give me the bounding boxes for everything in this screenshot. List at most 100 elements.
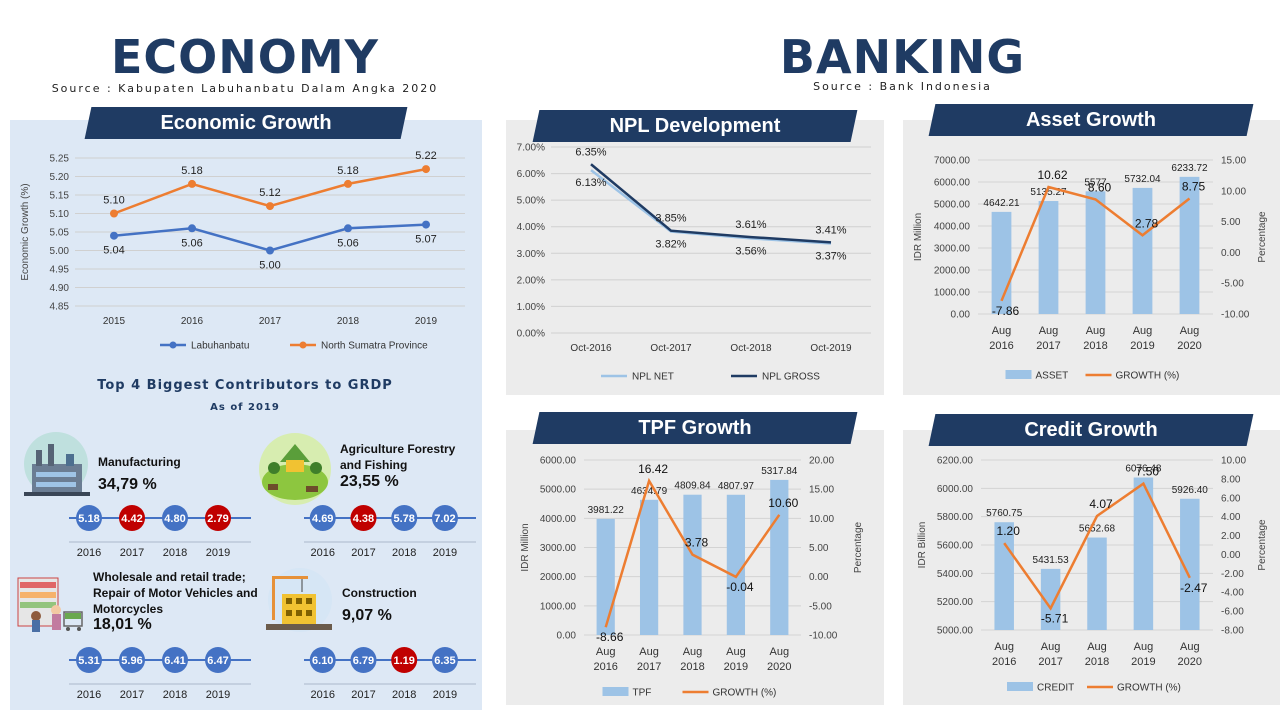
npl-ytick-label: 6.00% (517, 169, 545, 180)
economic_growth-point (344, 224, 352, 233)
tpf-growth-label: 3.78 (685, 536, 709, 550)
asset-ytick-label: 7000.00 (934, 156, 971, 167)
credit-growth-label: 4.07 (1089, 497, 1113, 511)
credit-ytick-label: 5200.00 (937, 597, 974, 608)
tpf-bar (596, 518, 615, 635)
credit-chart: 5000.00 5200.00 5400.00 5600.00 5800.00 6000.… (917, 456, 1268, 694)
economic_growth-data-label: 5.12 (259, 187, 280, 199)
tpf-y2tick-label: -5.00 (809, 601, 832, 612)
credit-y2tick-label: -8.00 (1221, 626, 1244, 637)
asset-bar (1085, 191, 1106, 314)
trend-value: 5.18 (78, 513, 99, 525)
npl-data-label: 3.82% (655, 238, 686, 250)
asset-y2tick-label: 5.00 (1221, 217, 1241, 228)
trend-year: 2016 (310, 689, 334, 701)
asset-bar (1132, 187, 1153, 314)
tpf-bar (639, 499, 659, 635)
credit-xtick-label: Aug (1134, 641, 1154, 653)
economic_growth-ytick-label: 5.05 (50, 228, 70, 239)
economic_growth-data-label: 5.18 (337, 165, 358, 177)
tpf-xtick-label: Aug (770, 646, 790, 658)
asset-ylabel: IDR Million (913, 213, 924, 261)
economic_growth-point (266, 246, 274, 255)
credit-bar (1133, 477, 1154, 630)
credit-y2tick-label: 4.00 (1221, 512, 1241, 523)
credit-y2tick-label: 10.00 (1221, 456, 1246, 467)
sector-pct-manufacturing: 34,79 % (98, 476, 157, 493)
asset-xtick-label: 2016 (989, 340, 1013, 352)
asset-xtick-label: Aug (1039, 325, 1059, 337)
asset-bar (1038, 201, 1059, 314)
construction-icon (266, 568, 332, 632)
farm-icon (259, 433, 331, 505)
economic_growth-ylabel: Economic Growth (%) (20, 183, 31, 280)
asset-y2tick-label: 10.00 (1221, 186, 1246, 197)
economy-title: ECONOMY (111, 30, 379, 84)
trend-value: 6.41 (164, 655, 185, 667)
credit-bar-label: 5431.53 (1033, 555, 1070, 566)
trend-year: 2017 (120, 547, 144, 559)
npl-ytick-label: 5.00% (517, 196, 545, 207)
tpf-bar (726, 494, 746, 635)
credit-y2tick-label: 8.00 (1221, 474, 1241, 485)
trend-dot (76, 505, 102, 531)
asset-growth-label: 8.75 (1182, 180, 1206, 194)
economic_growth-point (422, 220, 430, 229)
economic-growth-heading: Economic Growth (160, 111, 332, 134)
trend-year: 2019 (206, 689, 230, 701)
economic_growth-ytick-label: 4.95 (50, 265, 70, 276)
tpf-y2tick-label: 0.00 (809, 572, 829, 583)
shop-icon (17, 577, 83, 632)
credit-banner: Credit Growth (928, 414, 1254, 446)
asset-banner: Asset Growth (928, 104, 1254, 136)
tpf-legend-label: GROWTH (%) (713, 688, 777, 699)
npl-ytick-label: 3.00% (517, 249, 545, 260)
trend-dot (162, 647, 188, 673)
tpf-y2label: Percentage (853, 521, 864, 573)
asset-growth-line (1000, 185, 1191, 302)
trend-year: 2016 (310, 547, 334, 559)
economic-growth-banner: Economic Growth (84, 107, 408, 139)
credit-ylabel: IDR Billion (917, 522, 928, 569)
economic_growth-xtick-label: 2018 (337, 316, 360, 327)
npl-series-line (590, 169, 832, 245)
credit-y2tick-label: 0.00 (1221, 550, 1241, 561)
economic_growth-xtick-label: 2016 (181, 316, 204, 327)
trend-year: 2017 (120, 689, 144, 701)
credit-xtick-label: Aug (1087, 641, 1107, 653)
tpf-growth-label: 16.42 (638, 462, 668, 476)
tpf-heading: TPF Growth (638, 416, 752, 439)
trend-dot (431, 505, 458, 531)
trend-year: 2017 (351, 547, 375, 559)
trend-dot (119, 505, 145, 531)
trend-value: 4.69 (312, 513, 333, 525)
asset-growth-label: 10.62 (1037, 168, 1067, 182)
trend-year: 2018 (392, 689, 416, 701)
trend-value: 5.78 (393, 513, 414, 525)
tpf-xtick-label: Aug (683, 646, 703, 658)
tpf-ytick-label: 3000.00 (540, 543, 577, 554)
trend-value: 5.31 (78, 655, 99, 667)
economy-source: Source : Kabupaten Labuhanbatu Dalam Ang… (51, 82, 439, 95)
credit-y2tick-label: -2.00 (1221, 569, 1244, 580)
npl-heading: NPL Development (609, 114, 781, 137)
asset-xtick-label: 2018 (1083, 340, 1107, 352)
economic_growth-ytick-label: 4.85 (50, 302, 70, 313)
asset-legend-label: ASSET (1036, 371, 1069, 382)
tpf-chart: 0.00 1000.00 2000.00 3000.00 4000.00 5000.00 6… (520, 456, 864, 699)
asset-legend-label: GROWTH (%) (1116, 371, 1180, 382)
tpf-growth-label: 10.60 (768, 496, 798, 510)
economic_growth-ytick-label: 5.10 (50, 209, 70, 220)
npl-banner: NPL Development (532, 110, 858, 142)
sector-name-agriculture: Agriculture Forestry and Fishing (340, 442, 456, 472)
tpf-growth-line (604, 477, 781, 628)
economic_growth-xtick-label: 2017 (259, 316, 282, 327)
tpf-bar (770, 479, 789, 635)
trend-dot (76, 647, 102, 673)
trend-dot (350, 505, 377, 531)
sector-pct-wholesale: 18,01 % (93, 616, 152, 633)
economic_growth-point (110, 209, 118, 218)
tpf-ytick-label: 1000.00 (540, 601, 577, 612)
sector-name-wholesale: Wholesale and retail trade; Repair of Mo… (93, 570, 258, 616)
trend-value: 4.42 (121, 513, 142, 525)
